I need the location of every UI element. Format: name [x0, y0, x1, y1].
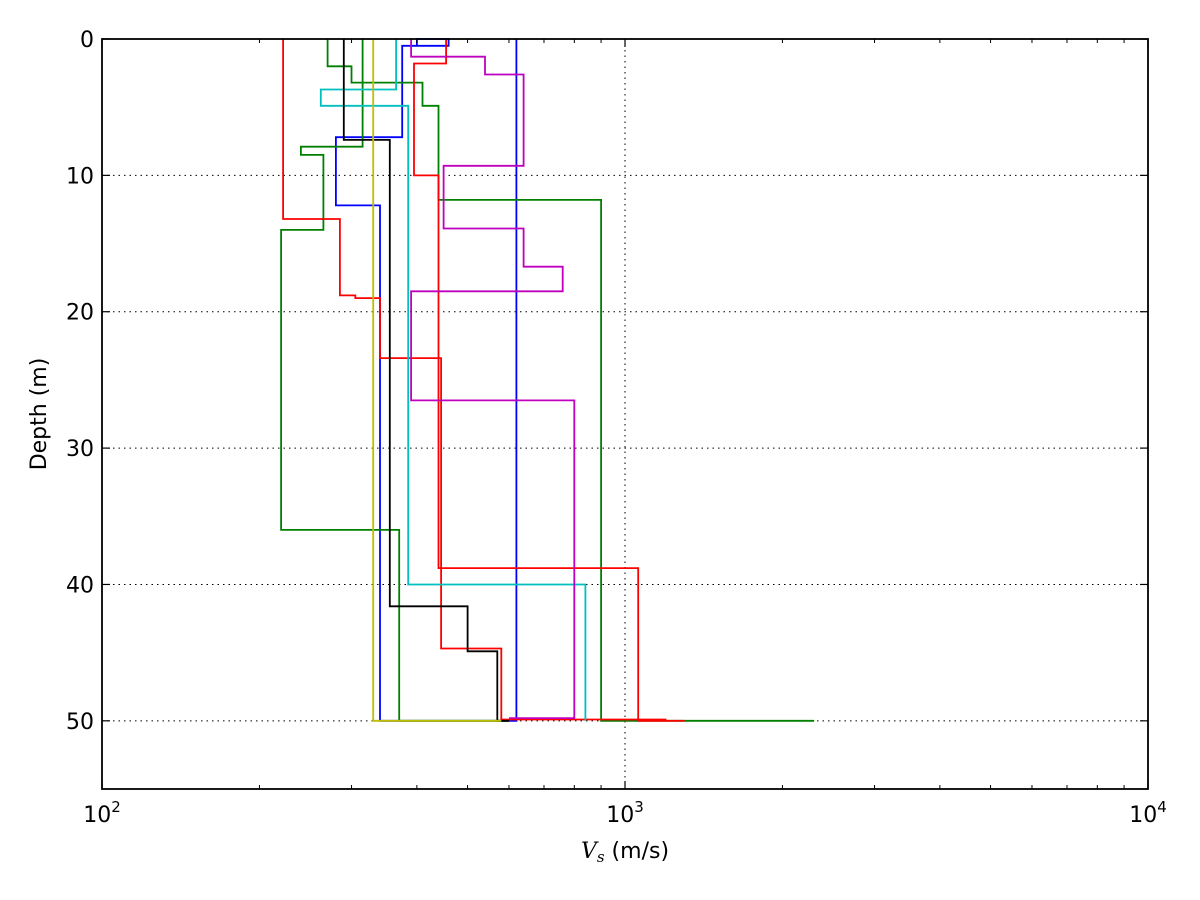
series-layer — [280, 38, 815, 722]
x-tick-label-exponent: 4 — [1157, 798, 1167, 816]
profile-line-6 — [319, 39, 587, 721]
y-tick-labels: 0 10 20 30 40 50 — [66, 28, 94, 735]
y-tick-label: 50 — [66, 710, 94, 735]
x-tick-label-exponent: 3 — [634, 798, 644, 816]
profile-line-3 — [280, 39, 509, 722]
x-axis-label: Vs (m/s) — [581, 839, 669, 866]
x-tick-label-base: 10 — [1129, 803, 1157, 828]
profile-line-8 — [342, 39, 509, 722]
axis-ticks — [101, 38, 1149, 789]
x-tick-label-base: 10 — [606, 803, 634, 828]
y-axis-label: Depth (m) — [27, 358, 52, 471]
x-tick-label: 104 — [1129, 798, 1167, 828]
y-tick-label: 40 — [66, 573, 94, 598]
y-tick-label: 30 — [66, 437, 94, 462]
profile-line-7 — [410, 39, 576, 719]
y-tick-label: 10 — [66, 164, 94, 189]
x-tick-label-base: 10 — [83, 803, 111, 828]
profile-line-9 — [372, 39, 502, 722]
profile-line-4 — [282, 39, 667, 721]
x-axis-label-symbol: V — [581, 839, 599, 864]
profile-line-5 — [413, 39, 685, 722]
x-tick-labels: 102 103 104 — [83, 798, 1167, 828]
x-tick-label-exponent: 2 — [111, 798, 121, 816]
y-tick-label: 20 — [66, 301, 94, 326]
x-tick-label: 102 — [83, 798, 121, 828]
x-axis-label-unit: (m/s) — [605, 839, 669, 864]
y-tick-label: 0 — [80, 28, 94, 53]
x-axis-label-subscript: s — [597, 848, 605, 866]
x-tick-label: 103 — [606, 798, 644, 828]
